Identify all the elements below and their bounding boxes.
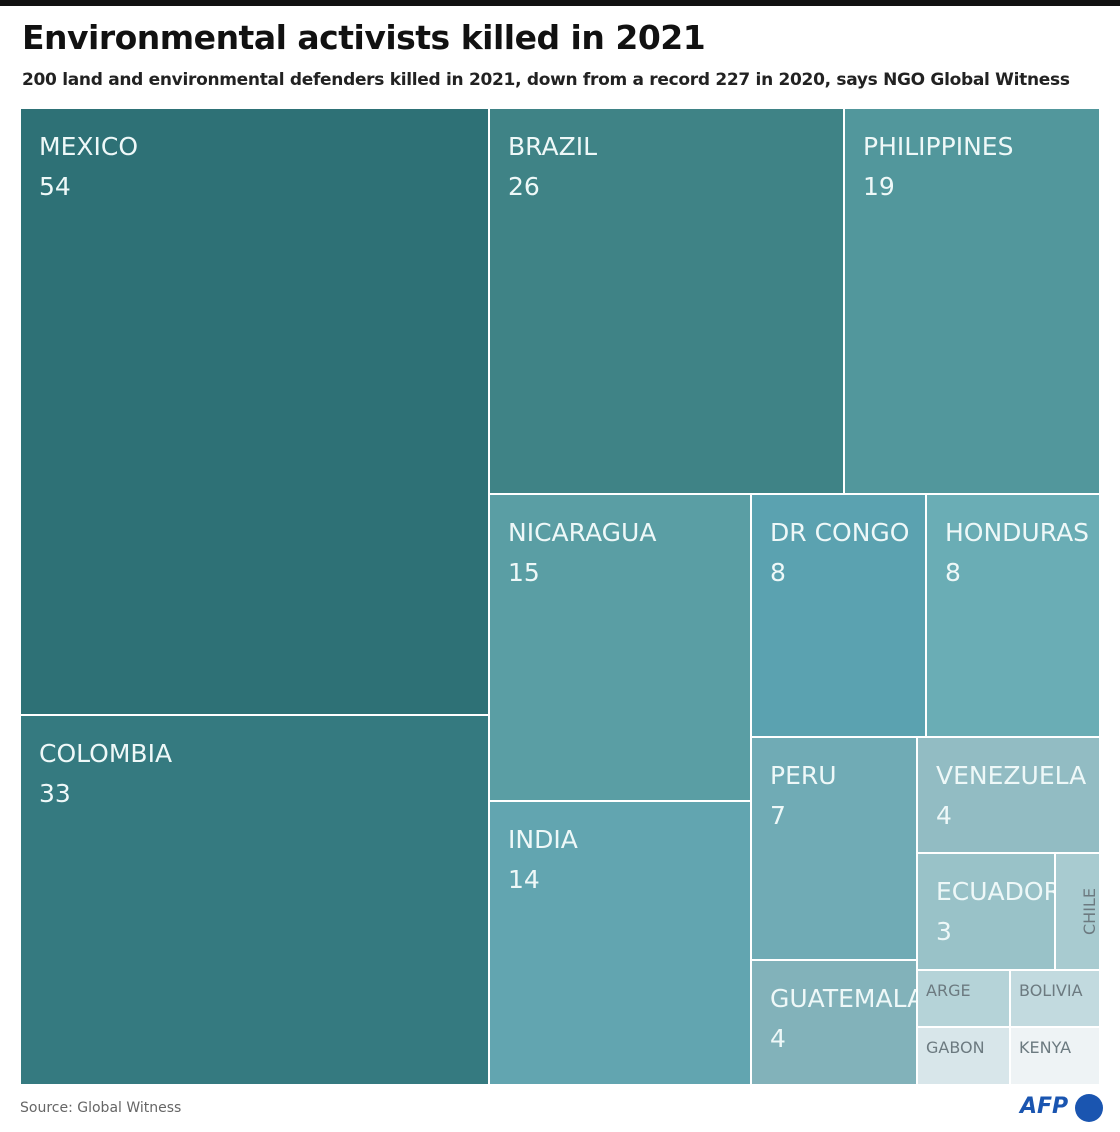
- treemap-cell-honduras: HONDURAS 8: [926, 494, 1100, 737]
- treemap-cell-nicaragua: NICARAGUA 15: [489, 494, 751, 801]
- cell-value: 14: [508, 865, 540, 894]
- treemap-cell-dr-congo: DR CONGO 8: [751, 494, 926, 737]
- treemap-cell-brazil: BRAZIL 26: [489, 108, 844, 494]
- cell-name: GUATEMALA: [770, 984, 917, 1013]
- treemap-cell-arge: ARGE: [917, 970, 1010, 1027]
- cell-name: INDIA: [508, 825, 578, 854]
- cell-value: 19: [863, 172, 895, 201]
- cell-value: 3: [936, 917, 952, 946]
- cell-name: KENYA: [1019, 1038, 1072, 1057]
- cell-value: 7: [770, 801, 786, 830]
- cell-value: 26: [508, 172, 540, 201]
- cell-name: BRAZIL: [508, 132, 598, 161]
- afp-logo: AFP: [1020, 1094, 1069, 1119]
- cell-name: COLOMBIA: [39, 739, 173, 768]
- treemap-cell-india: INDIA 14: [489, 801, 751, 1085]
- cell-name: PHILIPPINES: [863, 132, 1014, 161]
- cell-value: 4: [936, 801, 952, 830]
- cell-value: 15: [508, 558, 540, 587]
- cell-value: 33: [39, 779, 71, 808]
- treemap-cell-venezuela: VENEZUELA 4: [917, 737, 1100, 853]
- treemap-cell-guatemala: GUATEMALA 4: [751, 960, 917, 1085]
- treemap-cell-mexico: MEXICO 54: [20, 108, 489, 715]
- chart-subtitle: 200 land and environmental defenders kil…: [22, 70, 1070, 90]
- cell-name: ECUADOR: [936, 877, 1055, 906]
- cell-value: 4: [770, 1024, 786, 1053]
- afp-logo-dot: [1075, 1094, 1103, 1122]
- cell-name: NICARAGUA: [508, 518, 657, 547]
- cell-name: HONDURAS: [945, 518, 1090, 547]
- top-rule: [0, 0, 1120, 6]
- cell-name: MEXICO: [39, 132, 138, 161]
- treemap-cell-philippines: PHILIPPINES 19: [844, 108, 1100, 494]
- treemap-cell-chile: CHILE: [1055, 853, 1100, 970]
- treemap-cell-bolivia: BOLIVIA: [1010, 970, 1100, 1027]
- cell-name: GABON: [926, 1038, 985, 1057]
- cell-value: 54: [39, 172, 71, 201]
- chart-title: Environmental activists killed in 2021: [22, 18, 706, 57]
- cell-name: VENEZUELA: [936, 761, 1087, 790]
- cell-name: PERU: [770, 761, 837, 790]
- source-note: Source: Global Witness: [20, 1100, 182, 1116]
- treemap-cell-gabon: GABON: [917, 1027, 1010, 1085]
- cell-name: CHILE: [1080, 888, 1099, 935]
- treemap-cell-colombia: COLOMBIA 33: [20, 715, 489, 1085]
- treemap-cell-peru: PERU 7: [751, 737, 917, 960]
- treemap-cell-ecuador: ECUADOR 3: [917, 853, 1055, 970]
- treemap-cell-kenya: KENYA: [1010, 1027, 1100, 1085]
- cell-value: 8: [770, 558, 786, 587]
- cell-value: 8: [945, 558, 961, 587]
- cell-name: DR CONGO: [770, 518, 910, 547]
- cell-name: ARGE: [926, 981, 971, 1000]
- cell-name: BOLIVIA: [1019, 981, 1083, 1000]
